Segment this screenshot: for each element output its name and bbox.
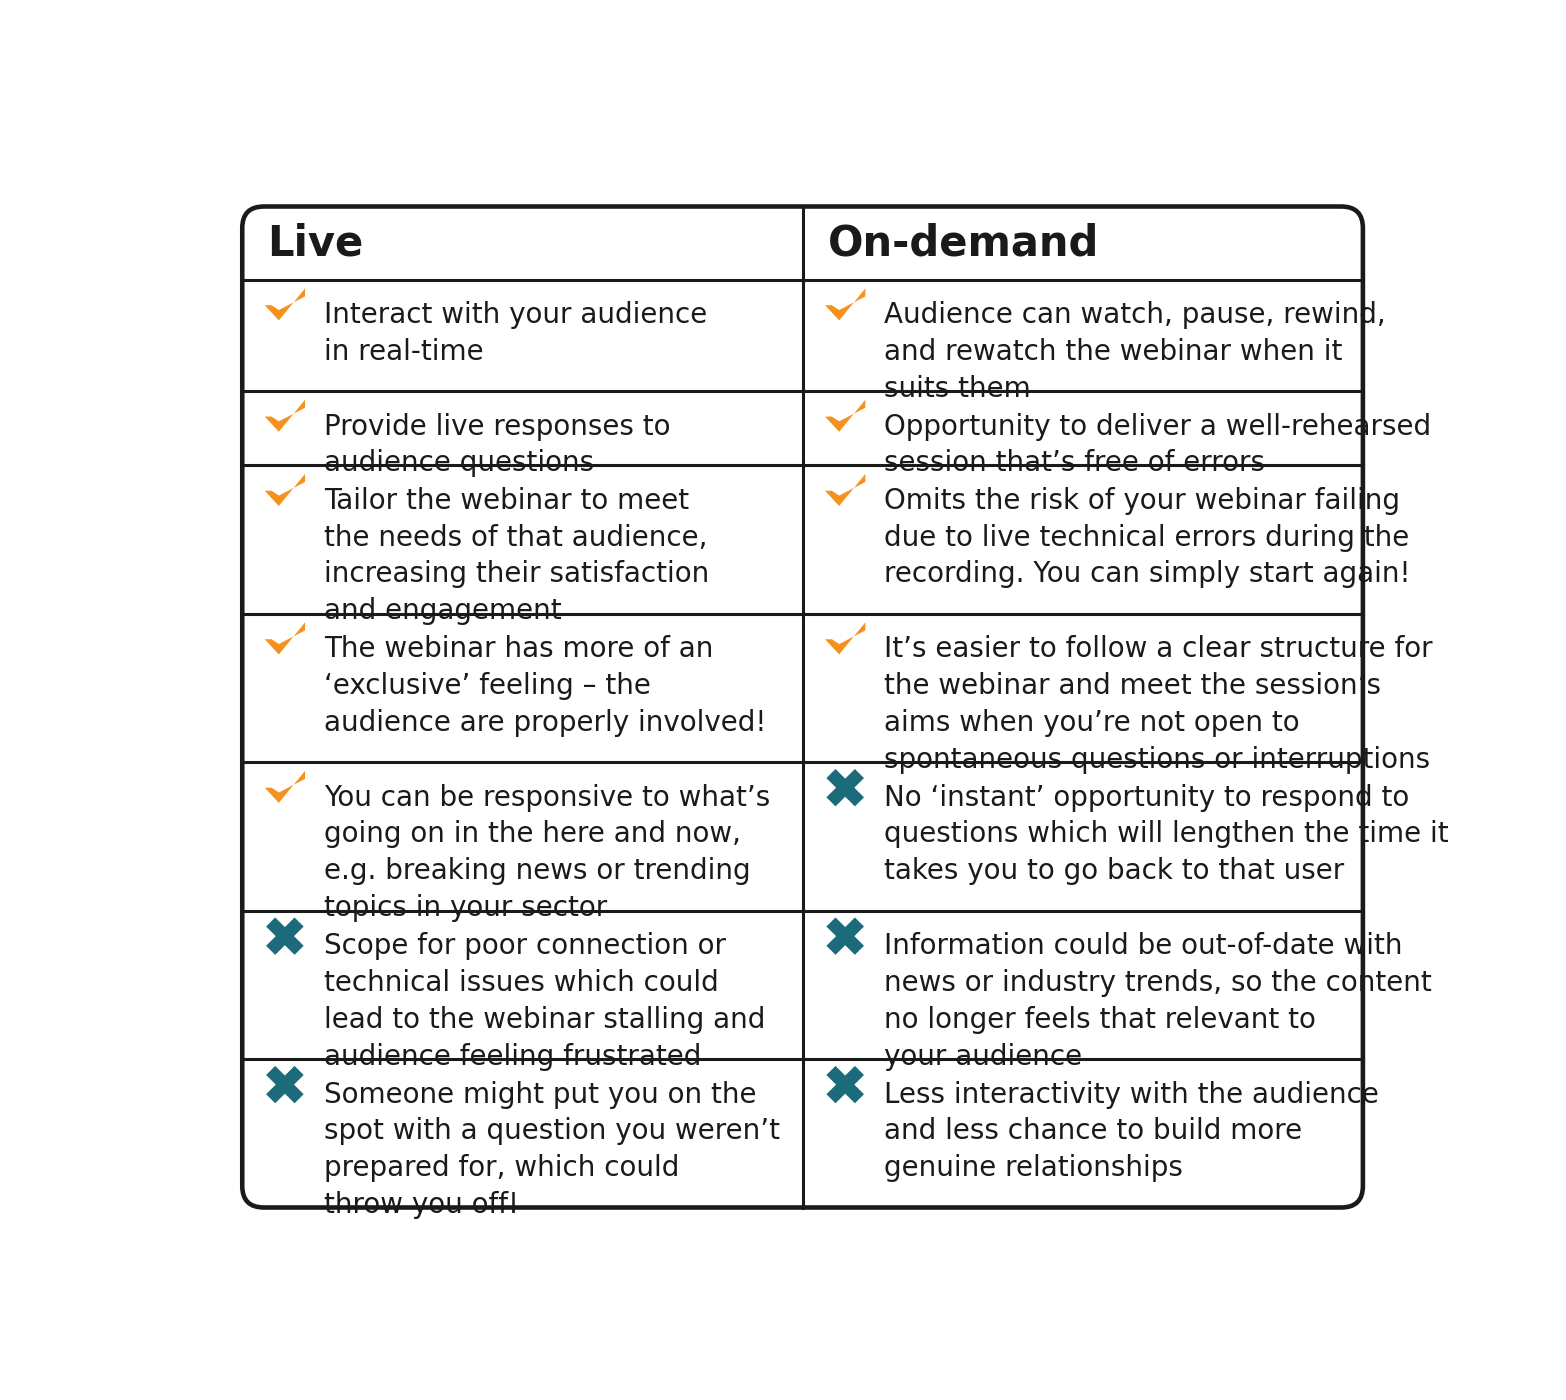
Text: Provide live responses to
audience questions: Provide live responses to audience quest… (324, 413, 670, 477)
Polygon shape (825, 400, 866, 431)
Text: No ‘instant’ opportunity to respond to
questions which will lengthen the time it: No ‘instant’ opportunity to respond to q… (883, 784, 1449, 885)
Polygon shape (266, 1065, 304, 1103)
Text: Opportunity to deliver a well-rehearsed
session that’s free of errors: Opportunity to deliver a well-rehearsed … (883, 413, 1431, 477)
Text: Interact with your audience
in real-time: Interact with your audience in real-time (324, 301, 706, 365)
Polygon shape (265, 771, 305, 804)
Text: On-demand: On-demand (827, 223, 1099, 265)
Text: It’s easier to follow a clear structure for
the webinar and meet the session’s
a: It’s easier to follow a clear structure … (883, 636, 1433, 774)
Polygon shape (266, 917, 304, 955)
Polygon shape (266, 1065, 304, 1103)
Polygon shape (827, 769, 864, 806)
Text: Information could be out-of-date with
news or industry trends, so the content
no: Information could be out-of-date with ne… (883, 932, 1431, 1071)
Polygon shape (265, 288, 305, 321)
Polygon shape (827, 1065, 864, 1103)
Text: Less interactivity with the audience
and less chance to build more
genuine relat: Less interactivity with the audience and… (883, 1081, 1378, 1182)
Polygon shape (827, 1065, 864, 1103)
Polygon shape (827, 769, 864, 806)
Text: Audience can watch, pause, rewind,
and rewatch the webinar when it
suits them: Audience can watch, pause, rewind, and r… (883, 301, 1386, 403)
Text: Someone might put you on the
spot with a question you weren’t
prepared for, whic: Someone might put you on the spot with a… (324, 1081, 780, 1219)
Polygon shape (265, 475, 305, 505)
Polygon shape (825, 623, 866, 654)
FancyBboxPatch shape (243, 206, 1362, 1207)
Text: Live: Live (268, 223, 363, 265)
Text: Scope for poor connection or
technical issues which could
lead to the webinar st: Scope for poor connection or technical i… (324, 932, 766, 1071)
Polygon shape (825, 288, 866, 321)
Text: You can be responsive to what’s
going on in the here and now,
e.g. breaking news: You can be responsive to what’s going on… (324, 784, 770, 923)
Text: Tailor the webinar to meet
the needs of that audience,
increasing their satisfac: Tailor the webinar to meet the needs of … (324, 487, 709, 626)
Polygon shape (827, 917, 864, 955)
Polygon shape (825, 475, 866, 505)
Polygon shape (265, 400, 305, 431)
Polygon shape (827, 917, 864, 955)
Text: The webinar has more of an
‘exclusive’ feeling – the
audience are properly invol: The webinar has more of an ‘exclusive’ f… (324, 636, 766, 736)
Polygon shape (266, 917, 304, 955)
Text: Omits the risk of your webinar failing
due to live technical errors during the
r: Omits the risk of your webinar failing d… (883, 487, 1411, 588)
Polygon shape (265, 623, 305, 654)
